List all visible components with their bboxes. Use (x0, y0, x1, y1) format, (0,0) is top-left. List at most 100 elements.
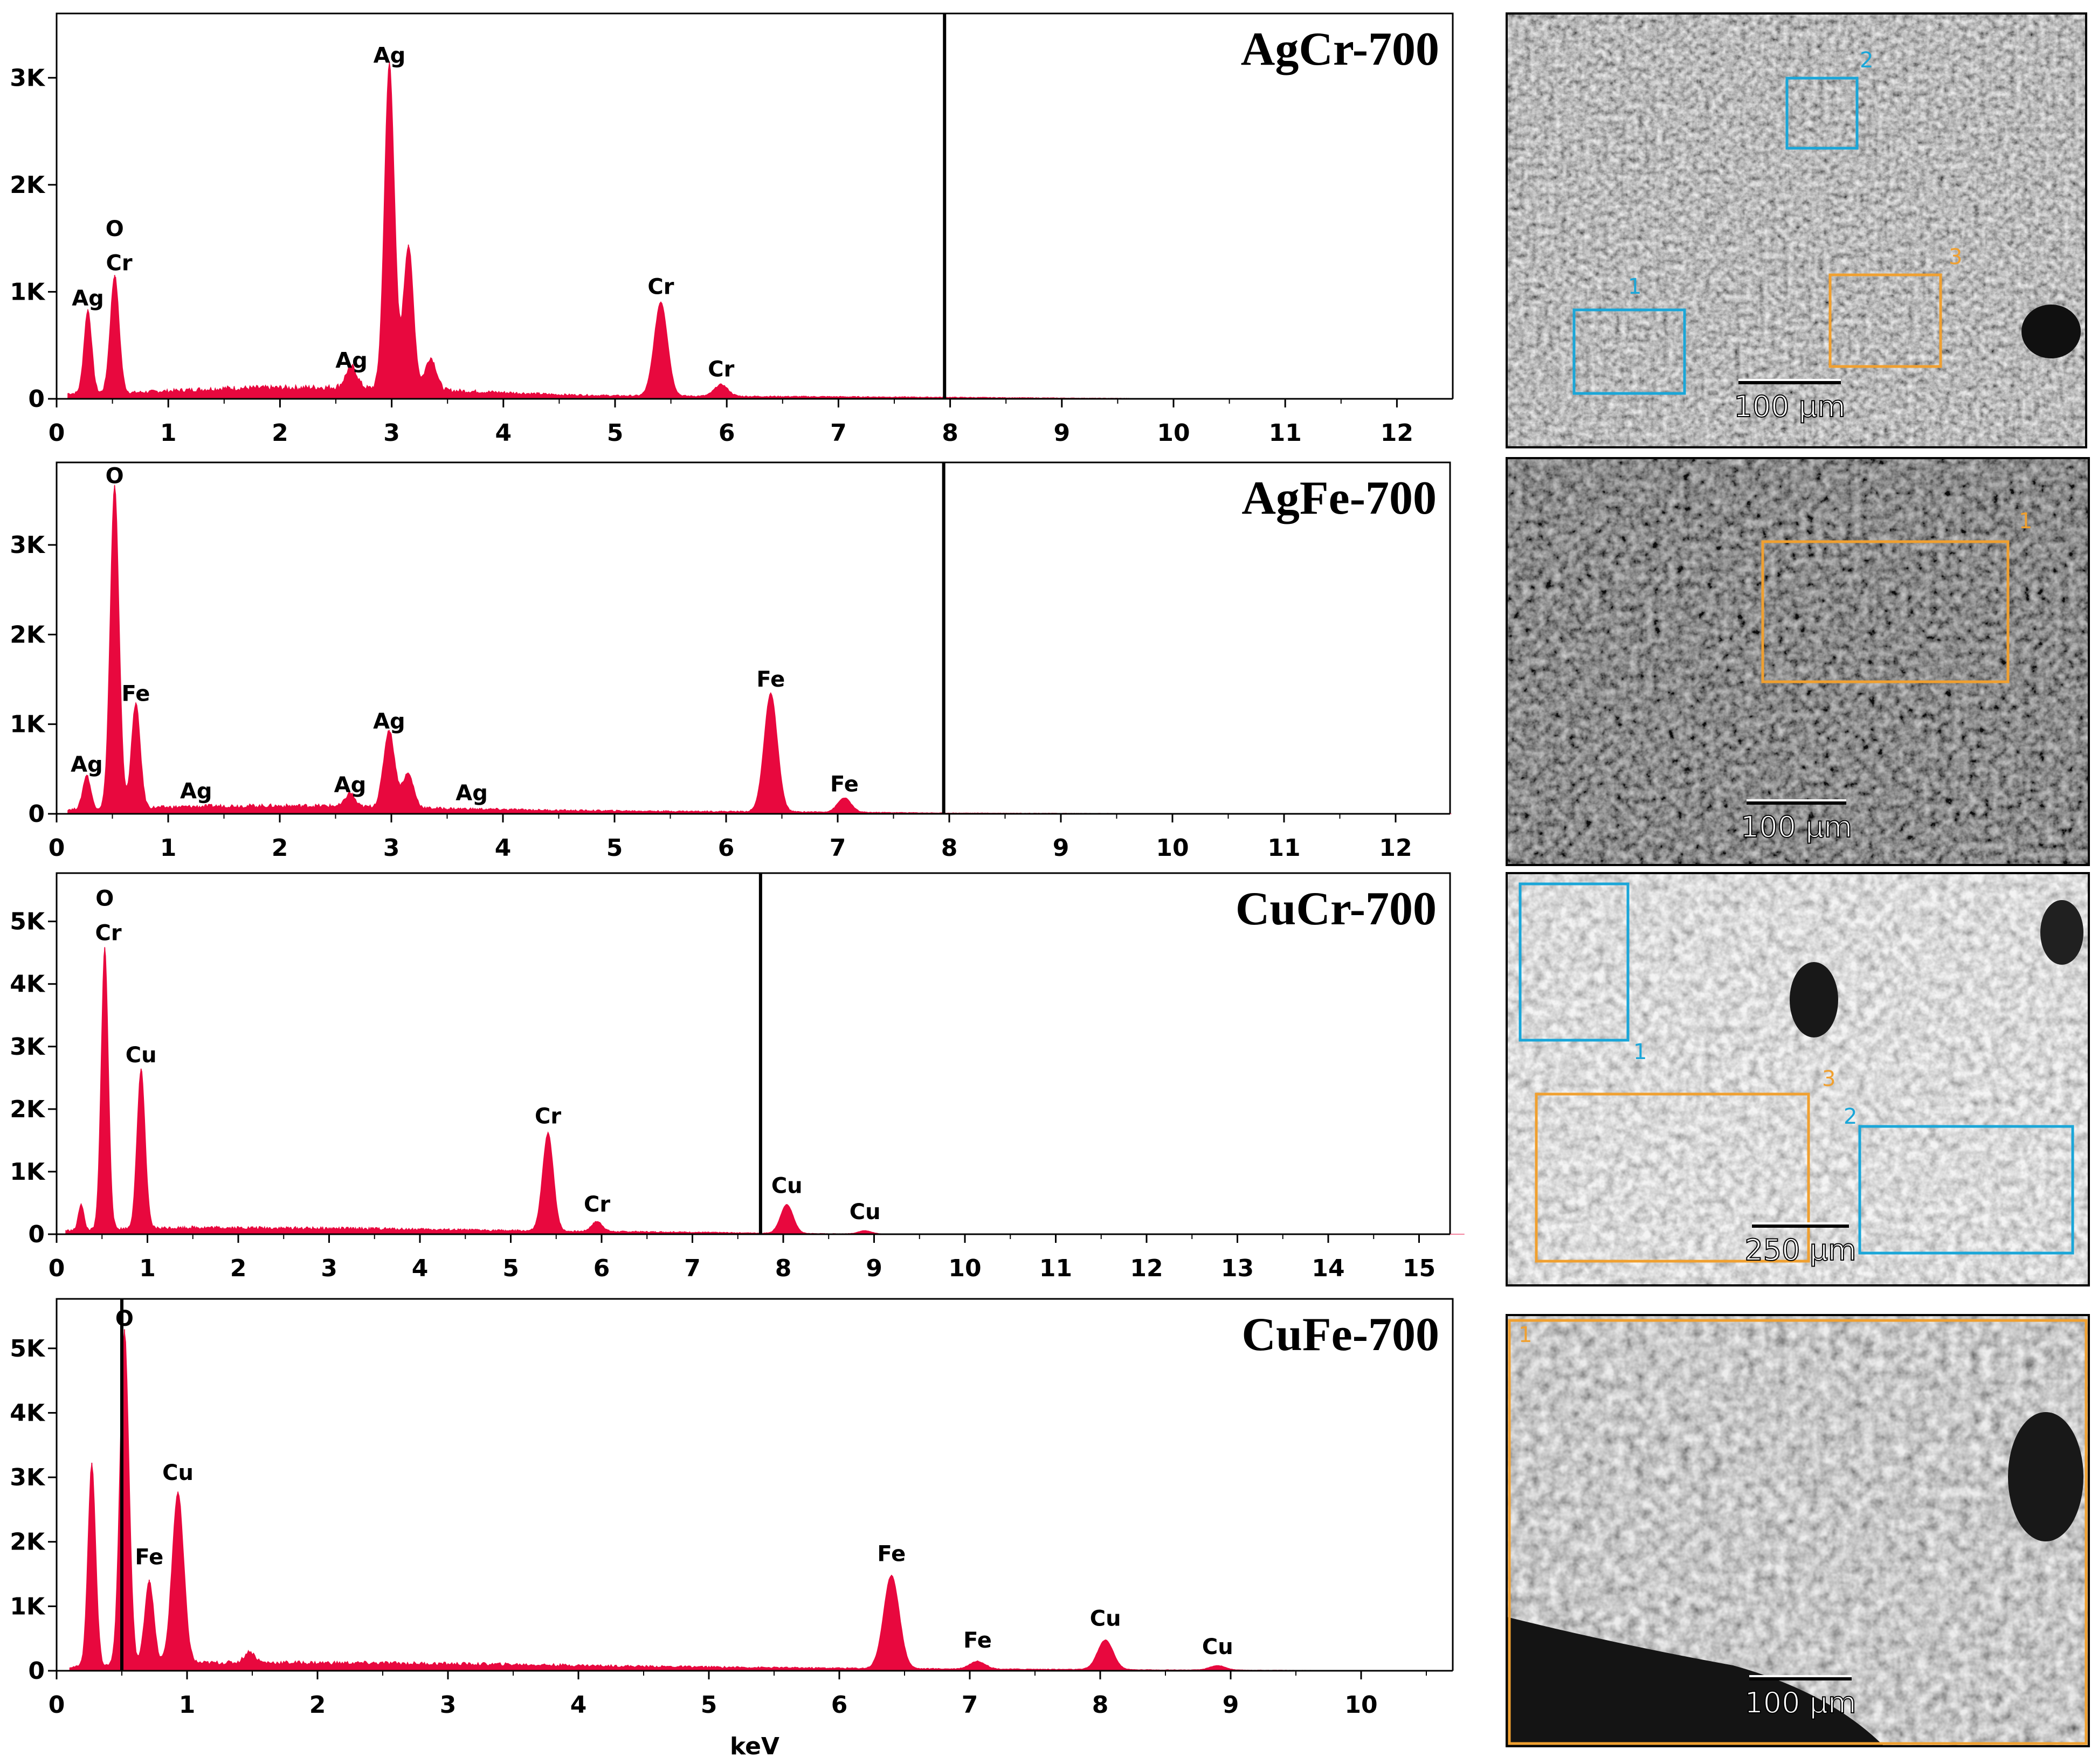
peak-label: O (106, 464, 124, 488)
x-tick-label: 8 (942, 419, 958, 447)
peak-label: Fe (122, 681, 150, 706)
analysis-region-number: 2 (1860, 48, 1873, 73)
y-tick-label: 0 (28, 385, 45, 413)
eds-spectra: 0 1 2 3 4 5 6 7 8 9 10 11 1201K2K3KAgOCrAgAgCrCrAgCr… (10, 12, 1465, 1760)
analysis-region-box (1535, 1092, 1810, 1263)
analysis-region-box (1785, 77, 1859, 150)
analysis-region-box (1508, 1319, 2088, 1745)
spectrum-area (69, 1330, 1453, 1671)
x-tick-label: 10 (1157, 419, 1190, 447)
spectrum-area (65, 946, 1465, 1235)
x-tick-label: 3 (321, 1255, 337, 1282)
x-tick-label: 7 (684, 1255, 701, 1282)
x-tick-label: 1 (160, 834, 177, 862)
scale-bar-label: 100 µm (1741, 810, 1852, 844)
spectrum-area (67, 485, 1452, 814)
y-tick-label: 3K (10, 64, 46, 92)
x-tick-label: 3 (440, 1691, 457, 1719)
sem-texture (1507, 873, 2089, 1285)
analysis-region-number: 3 (1822, 1067, 1835, 1091)
analysis-region-box (1858, 1125, 2074, 1255)
sem-image-3: 1 23 250 µm (1506, 872, 2090, 1286)
analysis-region-number: 1 (1628, 274, 1641, 299)
peak-label: Ag (335, 348, 368, 373)
plot-frame (56, 1298, 1454, 1671)
dark-region (2008, 1412, 2083, 1541)
sem-texture (1507, 13, 2086, 447)
sem-frame (1506, 1314, 2090, 1747)
y-tick-label: 1K (10, 1593, 46, 1620)
x-tick-label: 8 (941, 834, 958, 862)
x-tick-label: 7 (830, 419, 847, 447)
peak-label: Fe (877, 1542, 906, 1567)
y-tick-label: 4K (10, 1399, 46, 1427)
x-tick-label: 8 (775, 1255, 792, 1282)
y-tick-label: 3K (10, 1033, 46, 1061)
x-tick-label: 3 (383, 419, 400, 447)
sem-texture (1507, 458, 2089, 865)
x-tick-label: 6 (718, 834, 735, 862)
peak-label: Fe (830, 772, 859, 797)
analysis-region-number: 2 (1844, 1104, 1857, 1129)
peak-label: O (106, 217, 124, 241)
sem-frame (1506, 457, 2090, 866)
peak-label: Cr (647, 274, 674, 299)
x-tick-label: 8 (1092, 1691, 1109, 1719)
plot-frame (56, 461, 1451, 814)
x-tick-label: 0 (49, 1691, 65, 1719)
peak-label: Cr (584, 1192, 610, 1217)
x-tick-label: 1 (160, 419, 177, 447)
sem-image-4: 1 100 µm (1506, 1314, 2090, 1747)
sem-frame (1506, 12, 2087, 448)
y-tick-label: 1K (10, 711, 46, 738)
x-tick-label: 5 (606, 834, 623, 862)
sem-image-1: 1 2 3 100 µm (1506, 12, 2087, 448)
y-tick-label: 0 (28, 1657, 45, 1685)
x-tick-label: 12 (1381, 419, 1413, 447)
panel-title: AgFe-700 (1241, 472, 1437, 524)
y-tick-label: 3K (10, 531, 46, 559)
x-tick-label: 5 (502, 1255, 519, 1282)
scale-bar-highlight (1749, 1675, 1852, 1677)
x-tick-label: 5 (607, 419, 624, 447)
peak-label: Cu (1090, 1606, 1121, 1631)
x-tick-label: 11 (1269, 419, 1302, 447)
pore (2040, 900, 2083, 965)
x-tick-label: 10 (1344, 1691, 1377, 1719)
sem-frame (1506, 872, 2090, 1286)
eds-panel-4: 0 1 2 3 4 5 6 7 8 9 10 0 1K 2K 3K 4K 5K O Fe Cu Fe Fe Cu Cu CuFe… (10, 1298, 1454, 1760)
scale-bar (1749, 1676, 1852, 1680)
dark-region (1507, 1617, 1884, 1746)
panel-title: AgCr-700 (1241, 23, 1439, 75)
peak-label: Ag (456, 781, 488, 806)
y-tick-label: 0 (28, 800, 45, 828)
peak-label: O (95, 887, 114, 911)
analysis-region-box (1572, 308, 1686, 395)
x-tick-label: 9 (1223, 1691, 1239, 1719)
y-tick-label: 5K (10, 908, 46, 936)
analysis-region-number: 1 (1633, 1040, 1647, 1064)
x-tick-label: 2 (272, 419, 288, 447)
x-tick-label: 9 (1053, 834, 1069, 862)
eds-panel-1: 0 1 2 3 4 5 6 7 8 9 10 11 1201K2K3KAgOCrAgAgCrCrAgCr… (10, 12, 1454, 447)
y-tick-label: 3K (10, 1464, 46, 1491)
analysis-region-number: 1 (1519, 1323, 1532, 1347)
peak-label: Fe (135, 1545, 163, 1570)
y-tick-label: 2K (10, 1096, 46, 1123)
x-tick-label: 4 (495, 834, 512, 862)
peak-label: Cu (771, 1173, 803, 1198)
analysis-region-number: 1 (2019, 509, 2032, 534)
y-tick-label: 2K (10, 1528, 46, 1556)
x-tick-label: 3 (383, 834, 400, 862)
scale-bar (1738, 380, 1841, 384)
plot-frame (56, 872, 1451, 1234)
x-tick-label: 4 (412, 1255, 429, 1282)
x-tick-label: 13 (1221, 1255, 1254, 1282)
x-tick-label: 0 (49, 1255, 65, 1282)
x-tick-label: 0 (49, 419, 65, 447)
x-axis-label: keV (730, 1733, 779, 1760)
scale-bar-highlight (1747, 799, 1846, 801)
sem-image-2: 1 100 µm (1506, 457, 2090, 866)
x-tick-label: 9 (866, 1255, 882, 1282)
